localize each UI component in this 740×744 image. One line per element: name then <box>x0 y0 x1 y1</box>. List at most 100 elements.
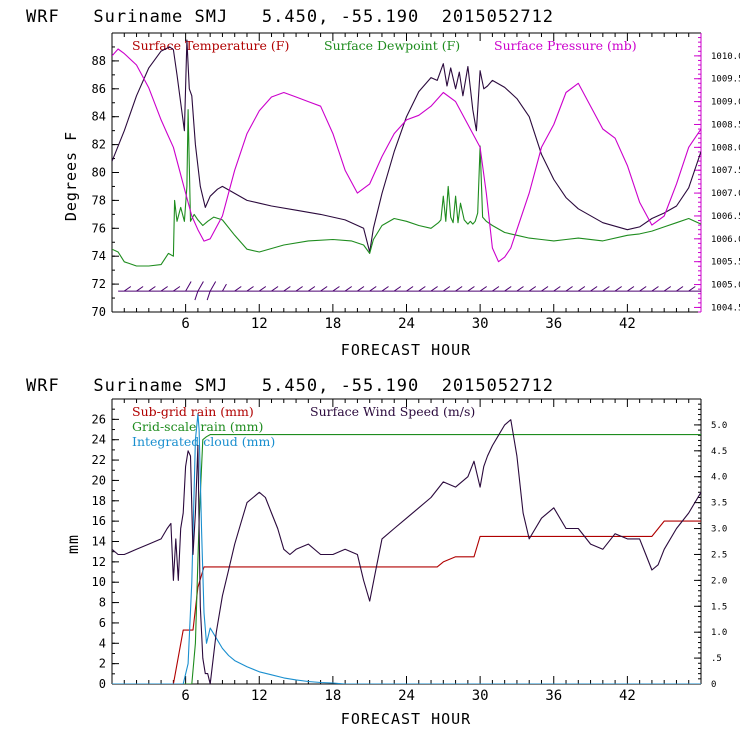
wind-barb <box>209 281 217 292</box>
wind-barb <box>381 286 389 292</box>
top-series-surface-dewpoint-f <box>112 109 701 267</box>
wind-barb <box>492 286 500 292</box>
wind-barb <box>369 286 377 292</box>
bottom-series-grid-scale-rain-mm <box>112 434 701 684</box>
bottom-y2-tick-label: 5.0 <box>711 421 727 431</box>
bottom-y-tick-label: 0 <box>99 677 106 691</box>
top-y-tick-label: 80 <box>92 166 106 180</box>
bottom-y2-tick-label: 1.0 <box>711 628 727 638</box>
legend-gridscale-rain: Grid-scale rain (mm) <box>132 419 263 434</box>
wind-barb <box>467 286 475 292</box>
bottom-y2-tick-label: 3.0 <box>711 525 727 535</box>
wind-barb <box>663 286 672 292</box>
bottom-y-tick-label: 2 <box>99 657 106 671</box>
top-x-tick-label: 36 <box>545 316 562 332</box>
legend-subgrid-rain: Sub-grid rain (mm) <box>132 404 254 419</box>
wind-barb <box>258 286 267 292</box>
wind-barb <box>320 286 328 292</box>
top-y-tick-label: 88 <box>92 54 106 68</box>
top-y-tick-label: 78 <box>92 193 106 207</box>
bottom-x-tick-label: 42 <box>619 688 636 704</box>
wind-barb <box>393 286 402 292</box>
bottom-y-tick-label: 14 <box>92 535 106 549</box>
bottom-y2-tick-label: 3.5 <box>711 499 727 509</box>
bottom-x-tick-label: 36 <box>545 688 562 704</box>
wind-barb <box>160 286 168 292</box>
wind-barb <box>430 286 438 292</box>
wind-barb <box>332 286 340 292</box>
legend-integrated-cloud: Integrated cloud (mm) <box>132 434 275 449</box>
top-y2-tick-label: 1006.0 <box>711 235 740 245</box>
bottom-y-tick-label: 22 <box>92 453 106 467</box>
top-y-tick-label: 76 <box>92 221 106 235</box>
bottom-y-tick-label: 18 <box>92 494 106 508</box>
legend-pressure: Surface Pressure (mb) <box>494 38 637 53</box>
top-x-tick-label: 6 <box>181 316 189 332</box>
wind-barb <box>602 286 610 292</box>
wind-barb <box>246 286 254 292</box>
wind-barb <box>271 286 279 292</box>
top-y-tick-label: 72 <box>92 277 106 291</box>
wind-barb <box>295 286 303 292</box>
bottom-x-tick-label: 18 <box>324 688 341 704</box>
top-y-tick-label: 82 <box>92 138 106 152</box>
wind-barb <box>676 286 684 292</box>
bottom-series-integrated-cloud-mm <box>112 413 701 684</box>
plot-layer: 6121824303642707274767880828486881004.51… <box>92 32 740 704</box>
wind-barb <box>639 286 647 292</box>
legend-temperature: Surface Temperature (F) <box>132 38 289 53</box>
wind-barb <box>651 286 659 292</box>
wind-barb <box>234 286 242 292</box>
wind-barb <box>357 286 365 292</box>
wind-barb-tail <box>194 290 199 301</box>
bottom-x-tick-label: 6 <box>181 688 189 704</box>
wind-barb <box>406 286 414 292</box>
bottom-x-tick-label: 30 <box>472 688 489 704</box>
bottom-y-tick-label: 4 <box>99 636 106 650</box>
wind-barb <box>148 286 156 292</box>
wind-barb <box>283 286 291 292</box>
bottom-y-tick-label: 12 <box>92 555 106 569</box>
wind-barb <box>516 286 524 292</box>
top-y2-tick-label: 1004.5 <box>711 303 740 313</box>
bottom-y2-tick-label: 4.0 <box>711 473 727 483</box>
bottom-y-tick-label: 6 <box>99 616 106 630</box>
wind-barb <box>185 281 192 292</box>
top-chart: 6 12 18 24 30 36 42 70 72 74 76 78 80 82 84 86 88 1004.5 1… <box>92 32 740 332</box>
wind-barb <box>443 286 451 292</box>
bottom-chart: 6 12 18 24 30 36 42024681012141618202224260.51… <box>92 398 727 704</box>
top-y-tick-label: 84 <box>92 110 106 124</box>
bottom-y-tick-label: 24 <box>92 433 106 447</box>
wind-barb <box>553 286 561 292</box>
top-y2-tick-label: 1009.5 <box>711 75 740 85</box>
wind-barb <box>308 286 316 292</box>
top-x-tick-label: 24 <box>398 316 415 332</box>
bottom-y2-tick-label: 2.5 <box>711 550 727 560</box>
bottom-series-surface-wind-speed-m-s <box>112 419 701 684</box>
wind-barb <box>590 286 598 292</box>
bottom-x-tick-label: 12 <box>251 688 268 704</box>
wind-barb <box>504 286 512 292</box>
bottom-x-tick-label: 24 <box>398 688 415 704</box>
bottom-y2-tick-label: .5 <box>711 654 722 664</box>
bottom-y2-tick-label: 4.5 <box>711 447 727 457</box>
wind-barb <box>222 283 227 292</box>
wind-barb <box>541 286 549 292</box>
wind-barb <box>418 286 426 292</box>
top-x-tick-label: 18 <box>324 316 341 332</box>
top-y2-tick-label: 1008.5 <box>711 120 740 130</box>
bottom-y2-tick-label: 0 <box>711 680 716 690</box>
wind-barb-tail <box>206 290 211 301</box>
top-series-surface-pressure-mb <box>112 48 701 263</box>
wind-barb <box>136 286 144 292</box>
top-chart-title: WRF Suriname SMJ 5.450, -55.190 20150527… <box>26 7 554 27</box>
bottom-y-tick-label: 26 <box>92 412 106 426</box>
wind-barb <box>565 286 573 292</box>
legend-dewpoint: Surface Dewpoint (F) <box>324 38 460 53</box>
legend-wind-speed: Surface Wind Speed (m/s) <box>310 404 475 419</box>
wind-barb <box>479 286 487 292</box>
bottom-y2-tick-label: 1.5 <box>711 602 727 612</box>
top-x-axis-label: FORECAST HOUR <box>341 341 471 359</box>
wind-barb <box>173 286 181 292</box>
wind-barb <box>528 286 537 292</box>
